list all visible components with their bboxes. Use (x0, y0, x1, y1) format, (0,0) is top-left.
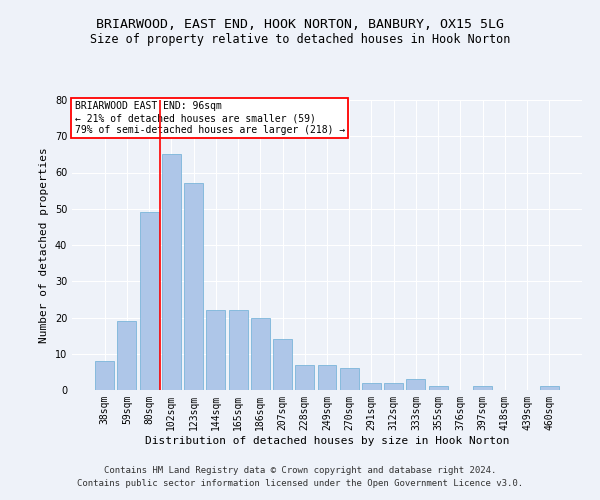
Bar (473, 386, 492, 390)
Bar (251, 318, 270, 390)
Bar (229, 310, 248, 390)
Y-axis label: Number of detached properties: Number of detached properties (39, 147, 49, 343)
Bar (317, 364, 337, 390)
Text: BRIARWOOD EAST END: 96sqm
← 21% of detached houses are smaller (59)
79% of semi-: BRIARWOOD EAST END: 96sqm ← 21% of detac… (74, 102, 345, 134)
Bar (162, 154, 181, 390)
Bar (140, 212, 158, 390)
Text: BRIARWOOD, EAST END, HOOK NORTON, BANBURY, OX15 5LG: BRIARWOOD, EAST END, HOOK NORTON, BANBUR… (96, 18, 504, 30)
X-axis label: Distribution of detached houses by size in Hook Norton: Distribution of detached houses by size … (145, 436, 509, 446)
Bar (384, 383, 403, 390)
Bar (295, 364, 314, 390)
Bar (340, 368, 359, 390)
Text: Contains HM Land Registry data © Crown copyright and database right 2024.
Contai: Contains HM Land Registry data © Crown c… (77, 466, 523, 487)
Bar (273, 339, 292, 390)
Bar (362, 383, 381, 390)
Bar (406, 379, 425, 390)
Bar (429, 386, 448, 390)
Bar (95, 361, 114, 390)
Bar (184, 184, 203, 390)
Bar (206, 310, 225, 390)
Bar (118, 321, 136, 390)
Bar (540, 386, 559, 390)
Text: Size of property relative to detached houses in Hook Norton: Size of property relative to detached ho… (90, 32, 510, 46)
